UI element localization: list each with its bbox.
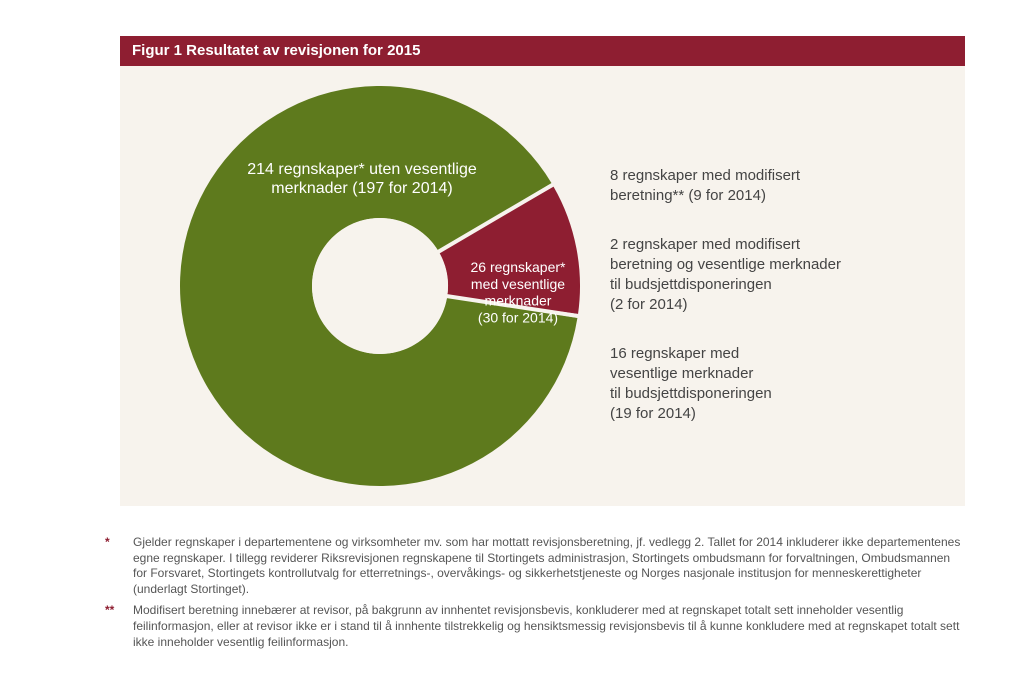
- donut-hole: [312, 218, 448, 354]
- legend-line: 8 regnskaper med modifisert: [610, 167, 800, 184]
- canvas: Figur 1 Resultatet av revisjonen for 201…: [0, 0, 1024, 691]
- footnote-marker: **: [105, 603, 133, 650]
- figure-title: Figur 1 Resultatet av revisjonen for 201…: [132, 42, 420, 59]
- footnote-text: Gjelder regnskaper i departementene og v…: [133, 535, 965, 597]
- legend-item: 16 regnskaper med vesentlige merknader til…: [610, 344, 945, 425]
- legend: 8 regnskaper med modifisert beretning** (…: [610, 166, 945, 453]
- legend-line: vesentlige merknader: [610, 365, 753, 382]
- donut-chart: 214 regnskaper* uten vesentligemerknader…: [160, 76, 600, 496]
- figure-body: 214 regnskaper* uten vesentligemerknader…: [120, 66, 965, 506]
- legend-line: 2 regnskaper med modifisert: [610, 236, 800, 253]
- legend-line: beretning og vesentlige merknader: [610, 256, 841, 273]
- footnote-text: Modifisert beretning innebærer at reviso…: [133, 603, 965, 650]
- legend-line: til budsjettdisponeringen: [610, 385, 772, 402]
- donut-svg: 214 regnskaper* uten vesentligemerknader…: [160, 76, 600, 496]
- footnote: **Modifisert beretning innebærer at revi…: [105, 603, 965, 650]
- legend-line: til budsjettdisponeringen: [610, 276, 772, 293]
- footnote-marker: *: [105, 535, 133, 597]
- legend-line: beretning** (9 for 2014): [610, 187, 766, 204]
- figure-header: Figur 1 Resultatet av revisjonen for 201…: [120, 36, 965, 66]
- footnotes: *Gjelder regnskaper i departementene og …: [105, 535, 965, 656]
- legend-item: 2 regnskaper med modifisert beretning og …: [610, 235, 945, 316]
- legend-line: (2 for 2014): [610, 296, 688, 313]
- footnote: *Gjelder regnskaper i departementene og …: [105, 535, 965, 597]
- legend-item: 8 regnskaper med modifisert beretning** (…: [610, 166, 945, 207]
- legend-line: 16 regnskaper med: [610, 345, 739, 362]
- legend-line: (19 for 2014): [610, 405, 696, 422]
